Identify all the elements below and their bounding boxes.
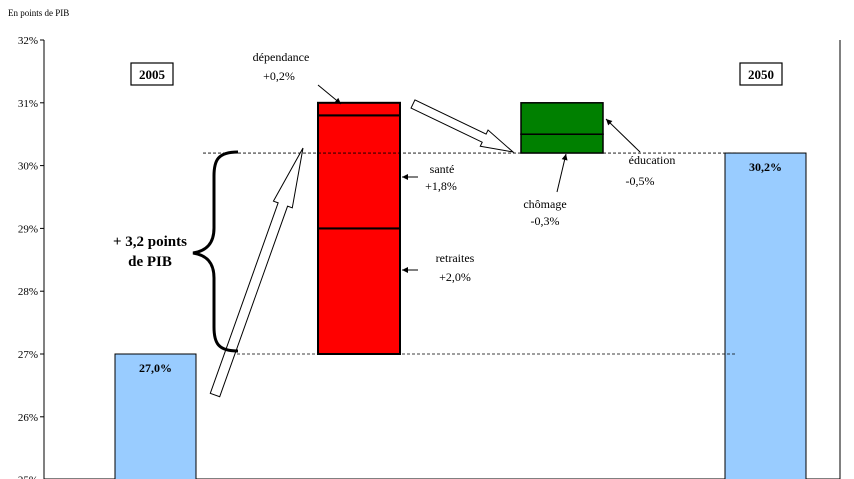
segment-value-dependance: +0,2% xyxy=(263,69,295,83)
arrow-education-head xyxy=(606,119,613,126)
segment-label-education: éducation xyxy=(629,153,676,167)
y-tick-label: 27% xyxy=(18,349,38,361)
brace-label-line1: + 3,2 points xyxy=(113,234,187,250)
segment-label-dependance: dépendance xyxy=(253,50,310,64)
y-tick-label: 30% xyxy=(18,161,38,173)
y-tick-label: 26% xyxy=(18,412,38,424)
arrow-dependance xyxy=(317,84,342,105)
year-tag-2050: 2050 xyxy=(748,67,774,82)
arrow-education-shaft xyxy=(605,118,641,153)
transition-block-arrow xyxy=(410,99,515,153)
year-tag-2005: 2005 xyxy=(139,67,166,82)
bar-value-label-2005: 27,0% xyxy=(139,361,172,375)
y-tick-label: 32% xyxy=(18,35,38,47)
bar-2050 xyxy=(724,152,807,479)
bar-segment-sante xyxy=(317,114,401,230)
bar-segment-dependance xyxy=(317,101,401,117)
segment-label-sante: santé xyxy=(430,162,455,176)
bar-segment-education xyxy=(520,102,604,135)
arrow-retraites xyxy=(402,267,418,273)
arrow-retraites-head xyxy=(402,267,408,273)
bar-segment-chomage xyxy=(520,133,604,154)
segment-value-chomage: -0,3% xyxy=(531,214,560,228)
brace-label-line2: de PIB xyxy=(128,254,172,270)
y-tick-label: 29% xyxy=(18,223,38,235)
arrow-education xyxy=(605,118,641,153)
segment-label-chomage: chômage xyxy=(523,197,566,211)
arrow-dependance-head xyxy=(334,97,341,104)
arrow-chomage-head xyxy=(561,154,568,161)
brace-annotation xyxy=(192,150,239,353)
segment-value-sante: +1,8% xyxy=(425,179,457,193)
arrow-sante-head xyxy=(402,174,408,180)
segment-label-retraites: retraites xyxy=(436,251,475,265)
arrow-chomage xyxy=(556,153,568,193)
segment-value-education: -0,5% xyxy=(626,174,655,188)
year-tag-box-2050 xyxy=(739,62,783,86)
arrow-sante xyxy=(402,174,418,180)
y-tick-label: 28% xyxy=(18,286,38,298)
increase-block-arrow xyxy=(209,147,304,398)
segment-value-retraites: +2,0% xyxy=(439,270,471,284)
y-axis-unit-label: En points de PIB xyxy=(8,8,70,18)
arrow-chomage-shaft xyxy=(556,153,567,193)
y-tick-label: 25% xyxy=(18,475,38,479)
bar-value-label-2050: 30,2% xyxy=(749,160,782,174)
y-tick-label: 31% xyxy=(18,98,38,110)
year-tag-box-2005 xyxy=(130,62,174,86)
bar-segment-retraites xyxy=(317,227,401,355)
bar-2005 xyxy=(114,353,197,479)
